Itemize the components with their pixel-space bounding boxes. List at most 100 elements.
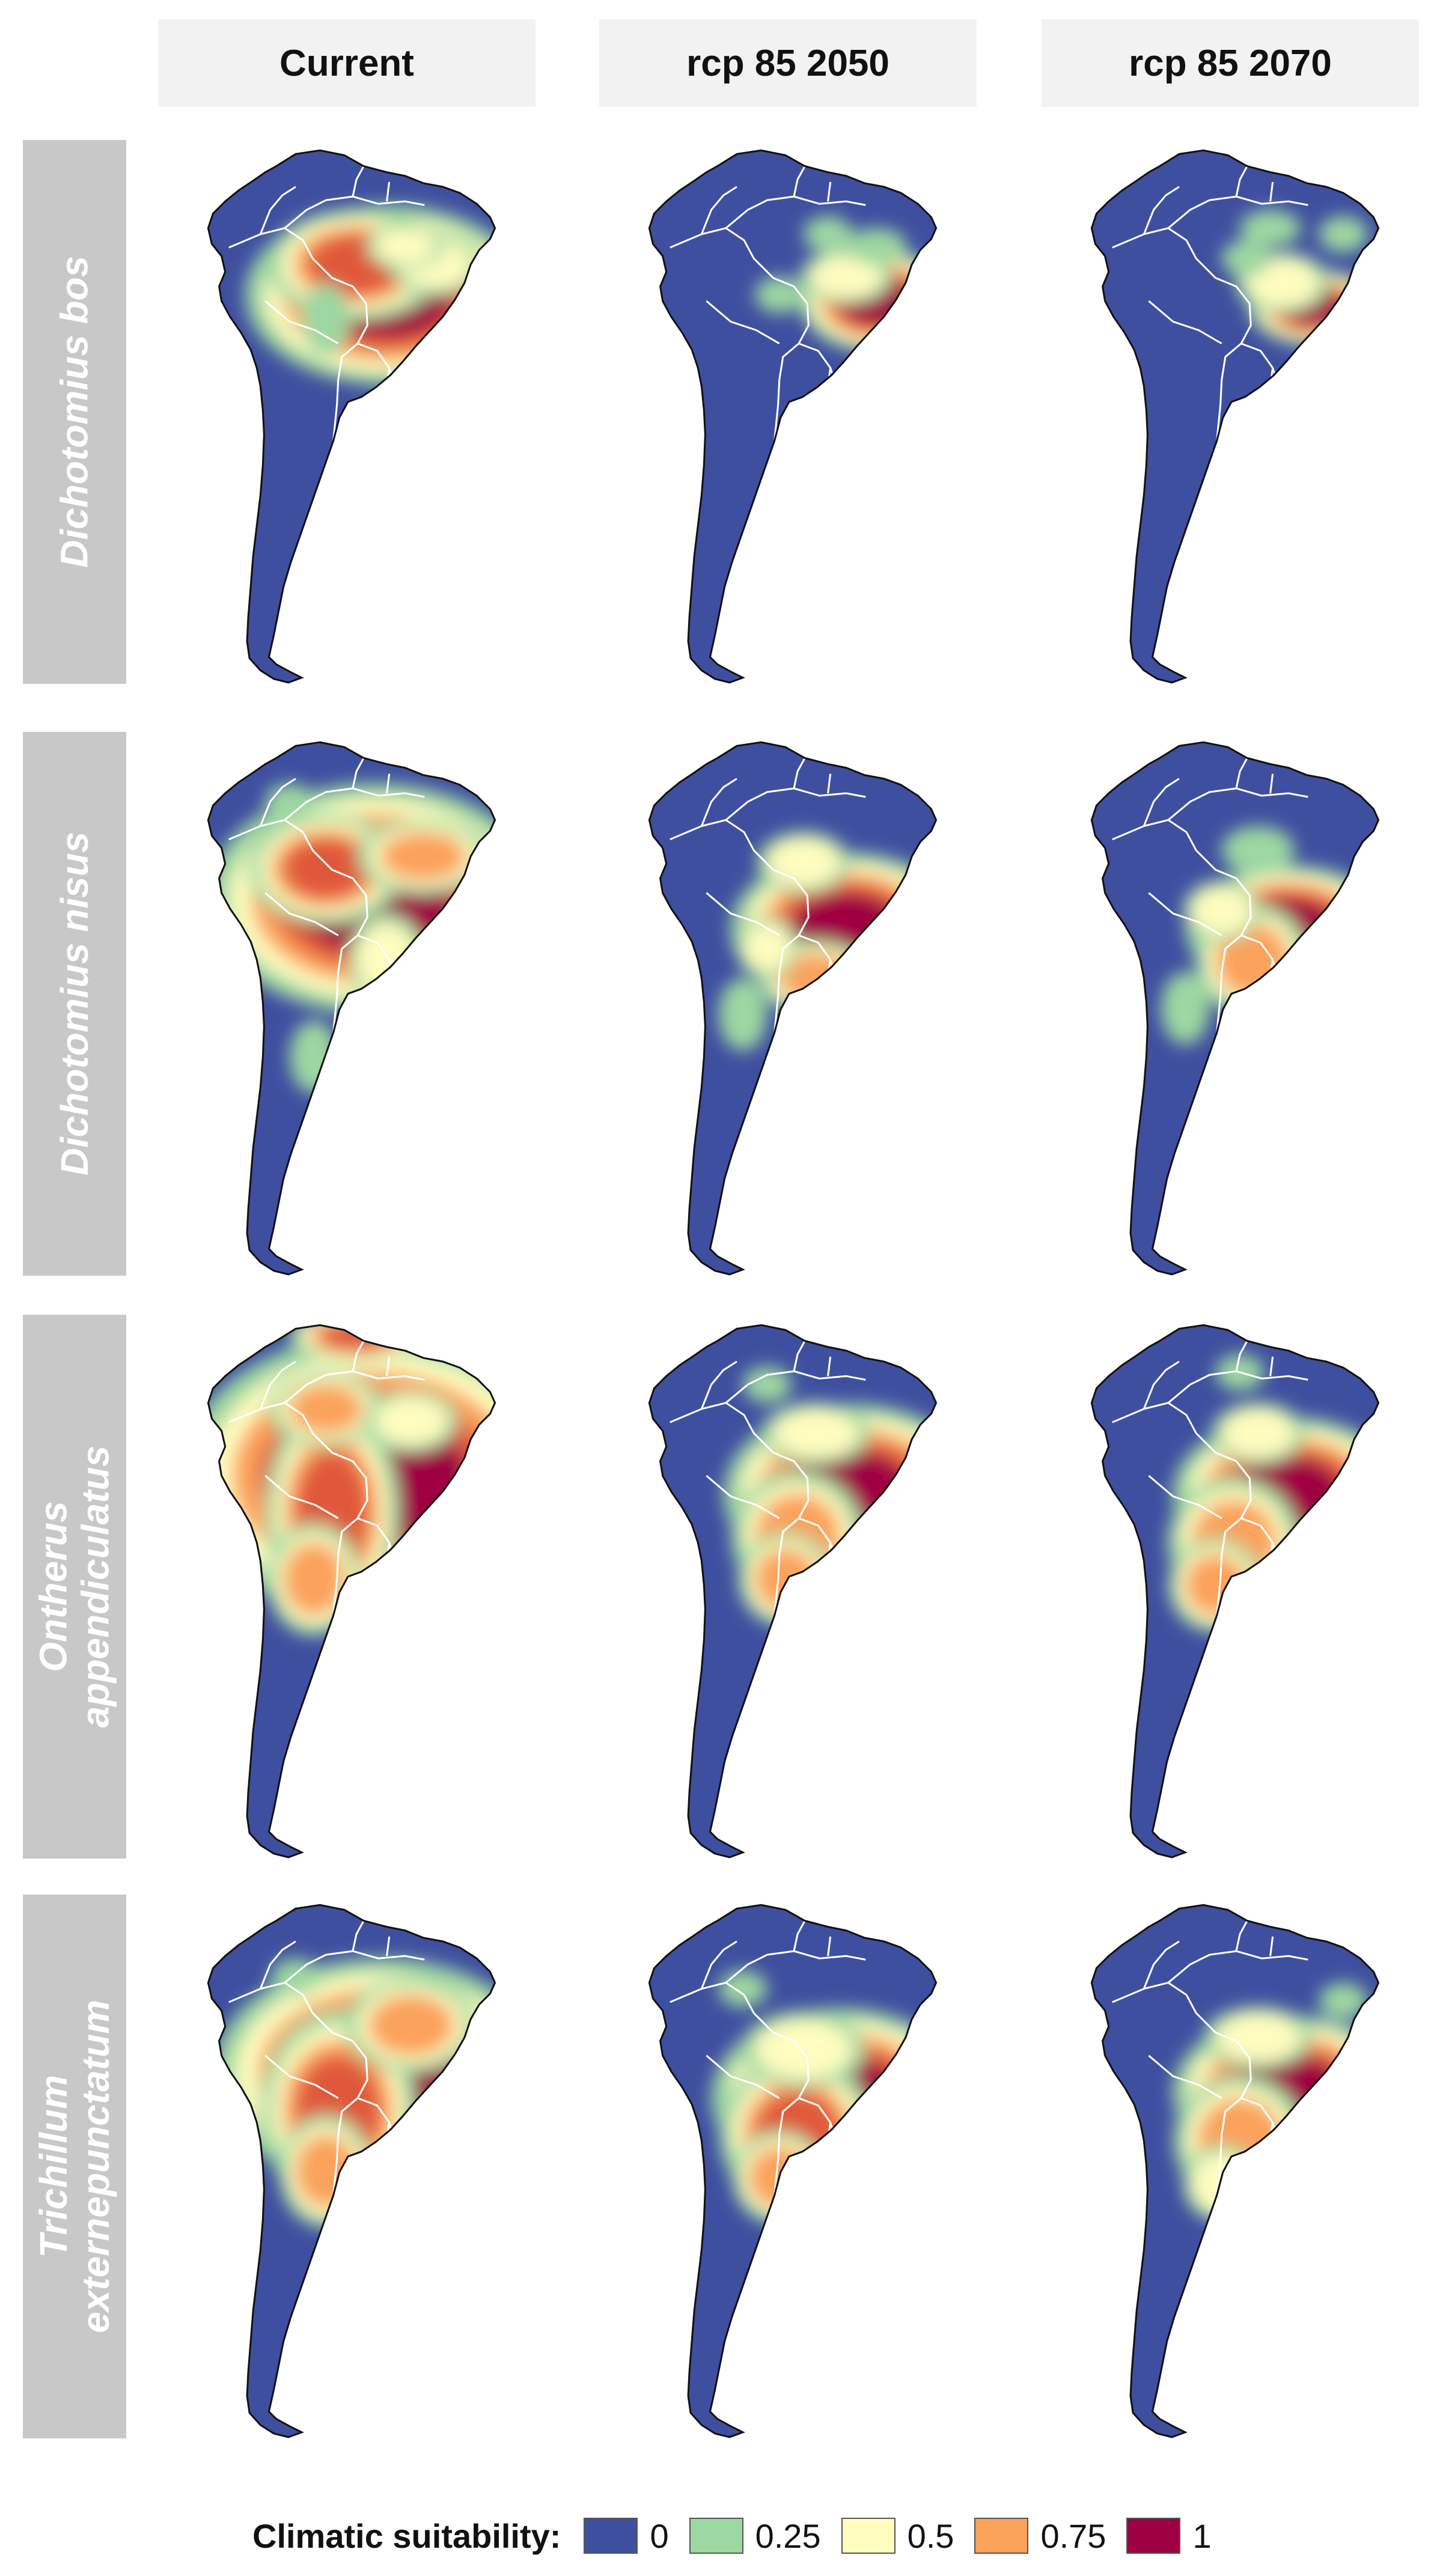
country-border: [1195, 1433, 1252, 1519]
legend-swatch-0: [584, 2518, 638, 2554]
continent-land: [649, 150, 936, 683]
country-borders: [670, 1340, 866, 1616]
country-border: [1272, 1542, 1281, 1567]
country-border: [829, 1542, 839, 1567]
country-borders: [1112, 165, 1308, 441]
suitability-patch: [811, 221, 845, 247]
country-border: [670, 1402, 755, 1434]
suitability-patch: [820, 261, 872, 292]
suitability-patch: [725, 988, 760, 1040]
country-border: [332, 1517, 359, 1616]
country-border: [1148, 892, 1222, 937]
species-name-line: Dichotomius nisus: [52, 832, 96, 1176]
country-border: [1112, 1402, 1197, 1434]
country-border: [259, 186, 296, 235]
country-borders: [1112, 757, 1308, 1033]
legend-label-1: 1: [1192, 2517, 1212, 2555]
species-name: Ontherus appendiculatus: [32, 1446, 117, 1728]
suitability-patch: [750, 930, 784, 965]
country-border: [386, 773, 391, 794]
continent-land: [649, 742, 936, 1274]
legend-swatch-05: [841, 2518, 895, 2554]
country-borders: [1112, 1340, 1308, 1616]
country-border: [1167, 195, 1308, 229]
row-header-dichotomius-bos: Dichotomius bos: [23, 140, 126, 684]
country-border: [753, 258, 810, 344]
country-borders: [670, 165, 866, 441]
country-border: [773, 2097, 800, 2196]
continent-land: [649, 1325, 936, 1857]
country-border: [1143, 1940, 1180, 1990]
row-header-trichillum-externepunctatum: Trichillum externepunctatum: [23, 1895, 126, 2438]
suitability-patch: [278, 1964, 313, 1990]
legend-swatch-025: [689, 2518, 743, 2554]
country-border: [1240, 1517, 1274, 1564]
continent-land: [649, 1905, 936, 2437]
country-border: [1195, 258, 1252, 344]
column-header-rcp85-2050: rcp 85 2050: [599, 19, 977, 107]
legend-label-0: 0: [650, 2517, 669, 2555]
country-border: [706, 1475, 780, 1520]
country-border: [700, 1360, 737, 1410]
country-border: [1216, 343, 1242, 441]
country-border: [793, 165, 806, 197]
suitability-patch: [301, 1392, 352, 1427]
coastline: [207, 1904, 496, 2438]
suitability-patch: [1228, 2020, 1288, 2054]
country-border: [352, 1340, 365, 1372]
suitability-map-trichillum-externepunctatum-rcp85-2050: [648, 1904, 938, 2438]
coastline: [207, 1324, 496, 1859]
suitability-map-ontherus-appendiculatus-rcp85-2070: [1090, 1324, 1380, 1859]
country-border: [1272, 367, 1281, 392]
country-border: [1143, 1360, 1180, 1410]
country-borders: [1112, 1920, 1308, 2196]
country-border: [753, 850, 810, 936]
suitability-patch: [1326, 221, 1361, 247]
country-border: [798, 1517, 832, 1564]
country-border: [773, 343, 800, 441]
suitability-patch: [1257, 266, 1308, 300]
country-border: [357, 2097, 391, 2143]
species-name-line: appendiculatus: [74, 1445, 117, 1728]
legend: Climatic suitability: 0 0.25 0.5 0.75 1: [252, 2509, 1232, 2563]
coastline: [648, 741, 938, 1276]
country-border: [1216, 2097, 1242, 2196]
suitability-map-dichotomius-nisus-rcp85-2070: [1090, 741, 1380, 1276]
country-border: [827, 1356, 832, 1377]
country-border: [352, 165, 365, 197]
country-border: [259, 778, 296, 827]
country-border: [228, 1982, 314, 2014]
coastline: [1090, 741, 1380, 1276]
coastline: [1090, 149, 1380, 684]
country-borders: [228, 757, 425, 1033]
species-name-line: Dichotomius bos: [52, 255, 96, 568]
country-border: [352, 1920, 365, 1952]
country-border: [1240, 2097, 1274, 2143]
suitability-map-dichotomius-bos-rcp85-2050: [648, 149, 938, 684]
country-border: [1272, 959, 1281, 984]
row-header-dichotomius-nisus: Dichotomius nisus: [23, 732, 126, 1276]
country-border: [700, 1940, 737, 1990]
country-border: [1216, 1517, 1242, 1616]
country-border: [357, 934, 391, 981]
country-border: [753, 1433, 810, 1519]
country-border: [798, 2097, 832, 2143]
suitability-patch: [296, 847, 356, 890]
column-header-current: Current: [158, 19, 535, 107]
country-border: [284, 195, 425, 229]
suitability-map-dichotomius-bos-current: [207, 149, 496, 684]
suitability-patch: [762, 282, 797, 308]
country-border: [332, 343, 359, 441]
suitability-map-trichillum-externepunctatum-rcp85-2070: [1090, 1904, 1380, 2438]
suitability-patch: [381, 2004, 441, 2047]
country-border: [388, 367, 398, 392]
country-border: [388, 2122, 398, 2146]
country-borders: [670, 1920, 866, 2196]
suitability-patch: [383, 233, 427, 260]
continent-land: [1091, 1325, 1379, 1857]
country-border: [388, 959, 398, 984]
country-border: [829, 2122, 839, 2146]
country-border: [706, 300, 780, 345]
country-border: [388, 1542, 398, 1567]
species-name: Dichotomius bos: [53, 256, 96, 568]
